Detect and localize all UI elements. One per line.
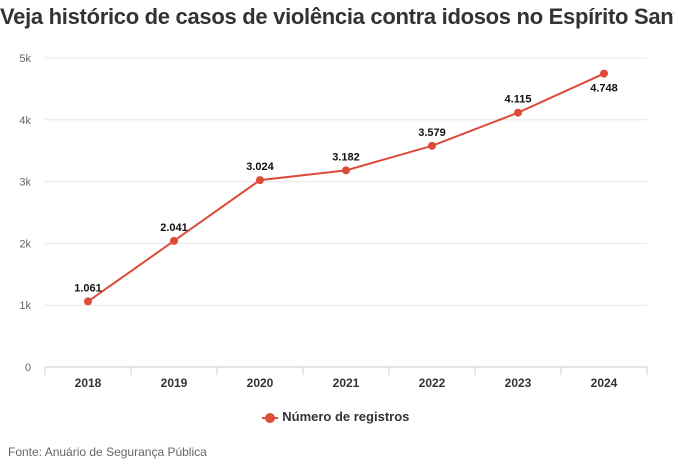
x-tick-label: 2022	[419, 376, 446, 390]
x-tick-label: 2020	[247, 376, 274, 390]
y-tick-label: 1k	[19, 300, 31, 312]
chart-title: Veja histórico de casos de violência con…	[0, 4, 674, 29]
data-label: 1.061	[74, 282, 102, 294]
data-point	[600, 69, 608, 78]
y-axis-ticks: 0 1k 2k 3k 4k 5k	[19, 53, 31, 374]
legend-label: Número de registros	[282, 409, 410, 424]
y-tick-label: 3k	[19, 177, 31, 189]
legend-marker-icon	[261, 412, 278, 423]
legend[interactable]: Número de registros	[0, 409, 674, 424]
series-line	[87, 72, 605, 303]
line-chart: 0 1k 2k 3k 4k 5k 2018 2019 2020 2021 2022 2023 2024…	[19, 53, 648, 390]
data-point	[342, 166, 350, 175]
data-point	[170, 236, 178, 245]
x-tick-label: 2023	[505, 376, 532, 390]
y-tick-label: 0	[25, 362, 31, 374]
y-tick-label: 4k	[19, 115, 31, 127]
data-label: 3.182	[332, 151, 360, 163]
data-labels: 1.061 2.041 3.024 3.182 3.579 4.115 4.748	[74, 83, 618, 295]
data-label: 3.024	[246, 161, 274, 173]
data-point	[428, 141, 436, 150]
x-axis-ticks: 2018 2019 2020 2021 2022 2023 2024	[75, 376, 618, 390]
x-tick-label: 2024	[591, 376, 618, 390]
data-point	[84, 297, 92, 306]
x-tick-label: 2021	[333, 376, 360, 390]
source-note: Fonte: Anuário de Segurança Pública	[8, 445, 207, 459]
x-axis	[44, 366, 648, 375]
data-label: 4.748	[590, 83, 618, 95]
gridlines	[45, 57, 647, 306]
legend-line	[261, 416, 278, 419]
x-tick-label: 2018	[75, 376, 102, 390]
data-label: 2.041	[160, 222, 188, 234]
y-tick-label: 5k	[19, 53, 31, 65]
data-point	[514, 108, 522, 117]
y-tick-label: 2k	[19, 238, 31, 250]
data-point	[256, 176, 264, 185]
data-points	[84, 69, 608, 306]
data-label: 4.115	[505, 94, 532, 106]
data-label: 3.579	[418, 127, 446, 139]
x-tick-label: 2019	[161, 376, 188, 390]
series-layer	[87, 72, 605, 303]
